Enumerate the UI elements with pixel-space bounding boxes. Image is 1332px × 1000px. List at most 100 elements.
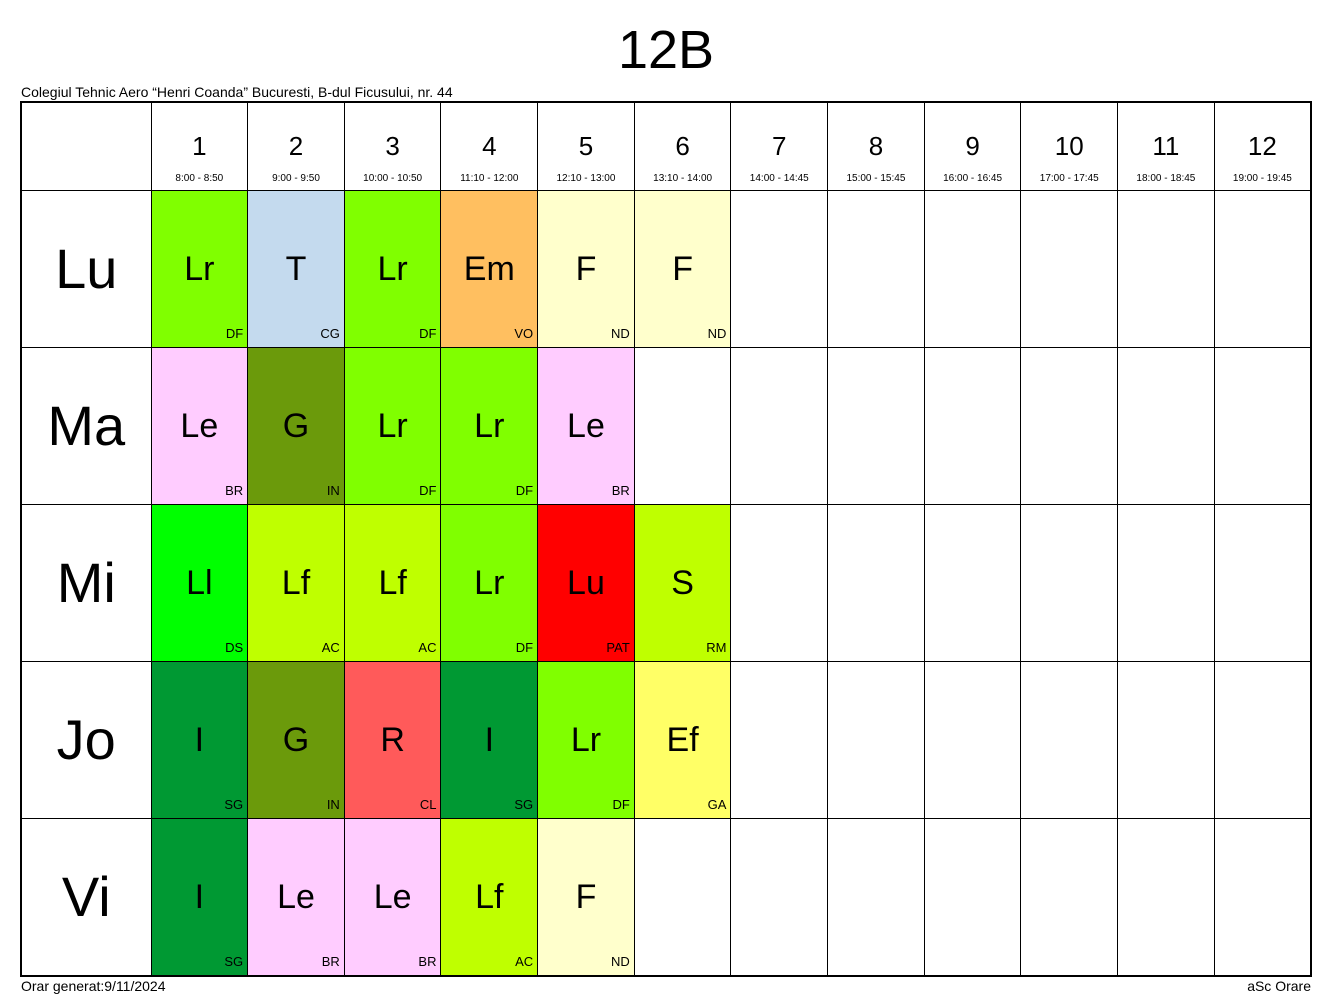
period-time: 10:00 - 10:50 [363,173,423,184]
lesson-teacher: ND [611,325,630,341]
lesson-subject: Lf [378,564,407,603]
lesson-teacher: SG [224,954,244,969]
lesson-teacher: BR [321,954,340,969]
empty-cell [923,661,1022,820]
lesson-teacher: DF [515,640,534,656]
lesson-subject: Le [567,406,605,445]
period-header: 1 8:00 - 8:50 [150,101,249,191]
lesson-cell: Lr DF [343,189,442,348]
period-header: 3 10:00 - 10:50 [343,101,442,191]
lesson-cell: G IN [247,661,345,820]
lesson-teacher: CG [320,325,340,341]
period-header: 9 16:00 - 16:45 [923,101,1022,191]
day-label-cell: Ma [20,346,152,505]
school-name: Colegiul Tehnic Aero “Henri Coanda” Bucu… [21,84,453,100]
lesson-teacher: CL [419,797,437,813]
lesson-subject: Le [180,406,219,445]
lesson-subject: I [194,721,205,760]
empty-cell [1117,503,1215,663]
lesson-subject: F [575,249,597,288]
day-name: Jo [56,708,116,772]
empty-cell [1117,818,1215,977]
lesson-subject: Lr [377,249,408,288]
period-time: 19:00 - 19:45 [1232,173,1292,184]
empty-cell [923,346,1022,505]
lesson-cell: Lf AC [343,503,442,663]
empty-cell [1117,189,1215,348]
day-label-cell: Mi [20,503,152,663]
lesson-cell: Lf AC [440,818,539,977]
lesson-subject: Lf [475,878,504,917]
empty-cell [1213,661,1312,820]
lesson-cell: S RM [633,503,732,663]
empty-cell [1213,503,1312,663]
period-header: 2 9:00 - 9:50 [247,101,345,191]
day-label-cell: Jo [20,661,152,820]
lesson-cell: T CG [247,189,345,348]
lesson-cell: Ef GA [633,661,732,820]
period-number: 6 [675,131,690,161]
lesson-cell: Lr DF [440,503,539,663]
lesson-cell: Le BR [247,818,345,977]
empty-cell [1020,503,1119,663]
period-header: 7 14:00 - 14:45 [730,101,829,191]
lesson-subject: Ll [186,564,213,603]
lesson-cell: F ND [633,189,732,348]
period-number: 12 [1247,131,1277,161]
lesson-teacher: DF [419,325,437,341]
period-header: 10 17:00 - 17:45 [1020,101,1119,191]
period-header: 12 19:00 - 19:45 [1213,101,1312,191]
lesson-teacher: AC [418,640,437,656]
period-number: 2 [288,131,304,161]
period-time: 16:00 - 16:45 [943,173,1003,184]
period-header: 8 15:00 - 15:45 [827,101,925,191]
lesson-teacher: SG [224,797,244,813]
day-name: Mi [56,551,116,615]
period-number: 10 [1054,131,1084,161]
period-number: 5 [578,131,594,161]
period-number: 8 [868,131,884,161]
lesson-subject: F [575,878,597,917]
corner-cell [20,101,152,191]
lesson-subject: Le [277,878,315,917]
lesson-subject: Lr [474,564,505,603]
lesson-subject: Em [463,249,515,288]
empty-cell [730,661,829,820]
period-header: 4 11:10 - 12:00 [440,101,539,191]
period-header: 11 18:00 - 18:45 [1117,101,1215,191]
lesson-subject: G [282,406,310,445]
lesson-cell: Lu PAT [537,503,635,663]
lesson-subject: R [380,721,405,760]
generated-date: Orar generat:9/11/2024 [21,978,166,994]
empty-cell [730,346,829,505]
period-time: 8:00 - 8:50 [175,173,224,184]
lesson-cell: I SG [150,818,249,977]
lesson-teacher: ND [707,325,727,341]
lesson-subject: Lr [474,406,505,445]
lesson-teacher: DF [419,482,437,498]
empty-cell [1020,346,1119,505]
lesson-teacher: DS [225,640,244,656]
lesson-subject: Le [373,878,412,917]
lesson-subject: Lr [570,721,602,760]
period-header: 5 12:10 - 13:00 [537,101,635,191]
empty-cell [1117,346,1215,505]
lesson-teacher: DF [612,797,630,813]
lesson-cell: G IN [247,346,345,505]
lesson-teacher: BR [225,482,244,498]
period-time: 17:00 - 17:45 [1039,173,1099,184]
lesson-subject: T [285,249,307,288]
lesson-cell: R CL [343,661,442,820]
period-number: 3 [385,131,400,161]
day-name: Vi [61,865,111,929]
empty-cell [730,189,829,348]
day-label-cell: Vi [20,818,152,977]
lesson-cell: Lr DF [343,346,442,505]
period-time: 15:00 - 15:45 [846,173,906,184]
lesson-teacher: DF [515,482,534,498]
lesson-teacher: GA [707,797,727,813]
lesson-subject: Lr [377,406,408,445]
period-number: 4 [482,131,497,161]
empty-cell [1213,346,1312,505]
software-brand: aSc Orare [1247,978,1311,994]
